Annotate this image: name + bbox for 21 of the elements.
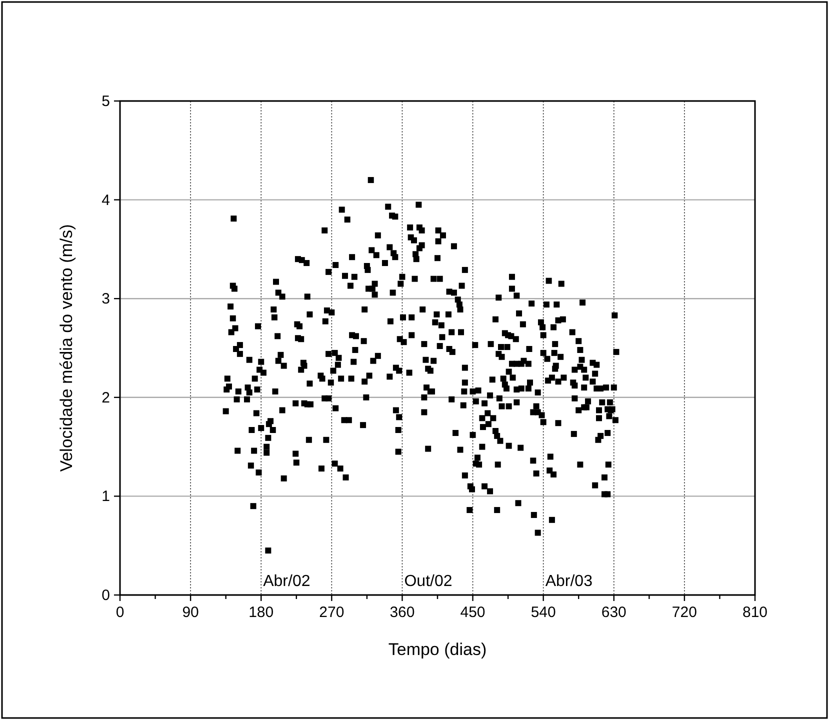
y-tick-label: 2 bbox=[102, 389, 110, 406]
y-tick-label: 5 bbox=[102, 93, 110, 110]
x-tick-label: 0 bbox=[116, 604, 124, 621]
y-axis-title: Velocidade média do vento (m/s) bbox=[57, 224, 76, 472]
y-tick-label: 4 bbox=[102, 192, 110, 209]
x-axis-title: Tempo (dias) bbox=[388, 640, 487, 659]
y-tick-label: 0 bbox=[102, 587, 110, 604]
annotation: Out/02 bbox=[404, 573, 452, 590]
x-tick-label: 450 bbox=[460, 604, 486, 621]
x-tick-label: 720 bbox=[672, 604, 697, 621]
x-tick-label: 540 bbox=[530, 604, 556, 621]
x-tick-label: 630 bbox=[601, 604, 626, 621]
y-tick-label: 3 bbox=[102, 290, 110, 308]
x-tick-label: 270 bbox=[319, 604, 344, 621]
annotation: Abr/03 bbox=[545, 573, 593, 590]
x-tick-label: 360 bbox=[390, 604, 415, 621]
x-tick-label: 90 bbox=[182, 604, 199, 621]
y-tick-label: 1 bbox=[102, 488, 110, 506]
x-tick-label: 810 bbox=[742, 604, 768, 621]
annotation: Abr/02 bbox=[263, 573, 310, 590]
x-tick-label: 180 bbox=[248, 604, 274, 621]
